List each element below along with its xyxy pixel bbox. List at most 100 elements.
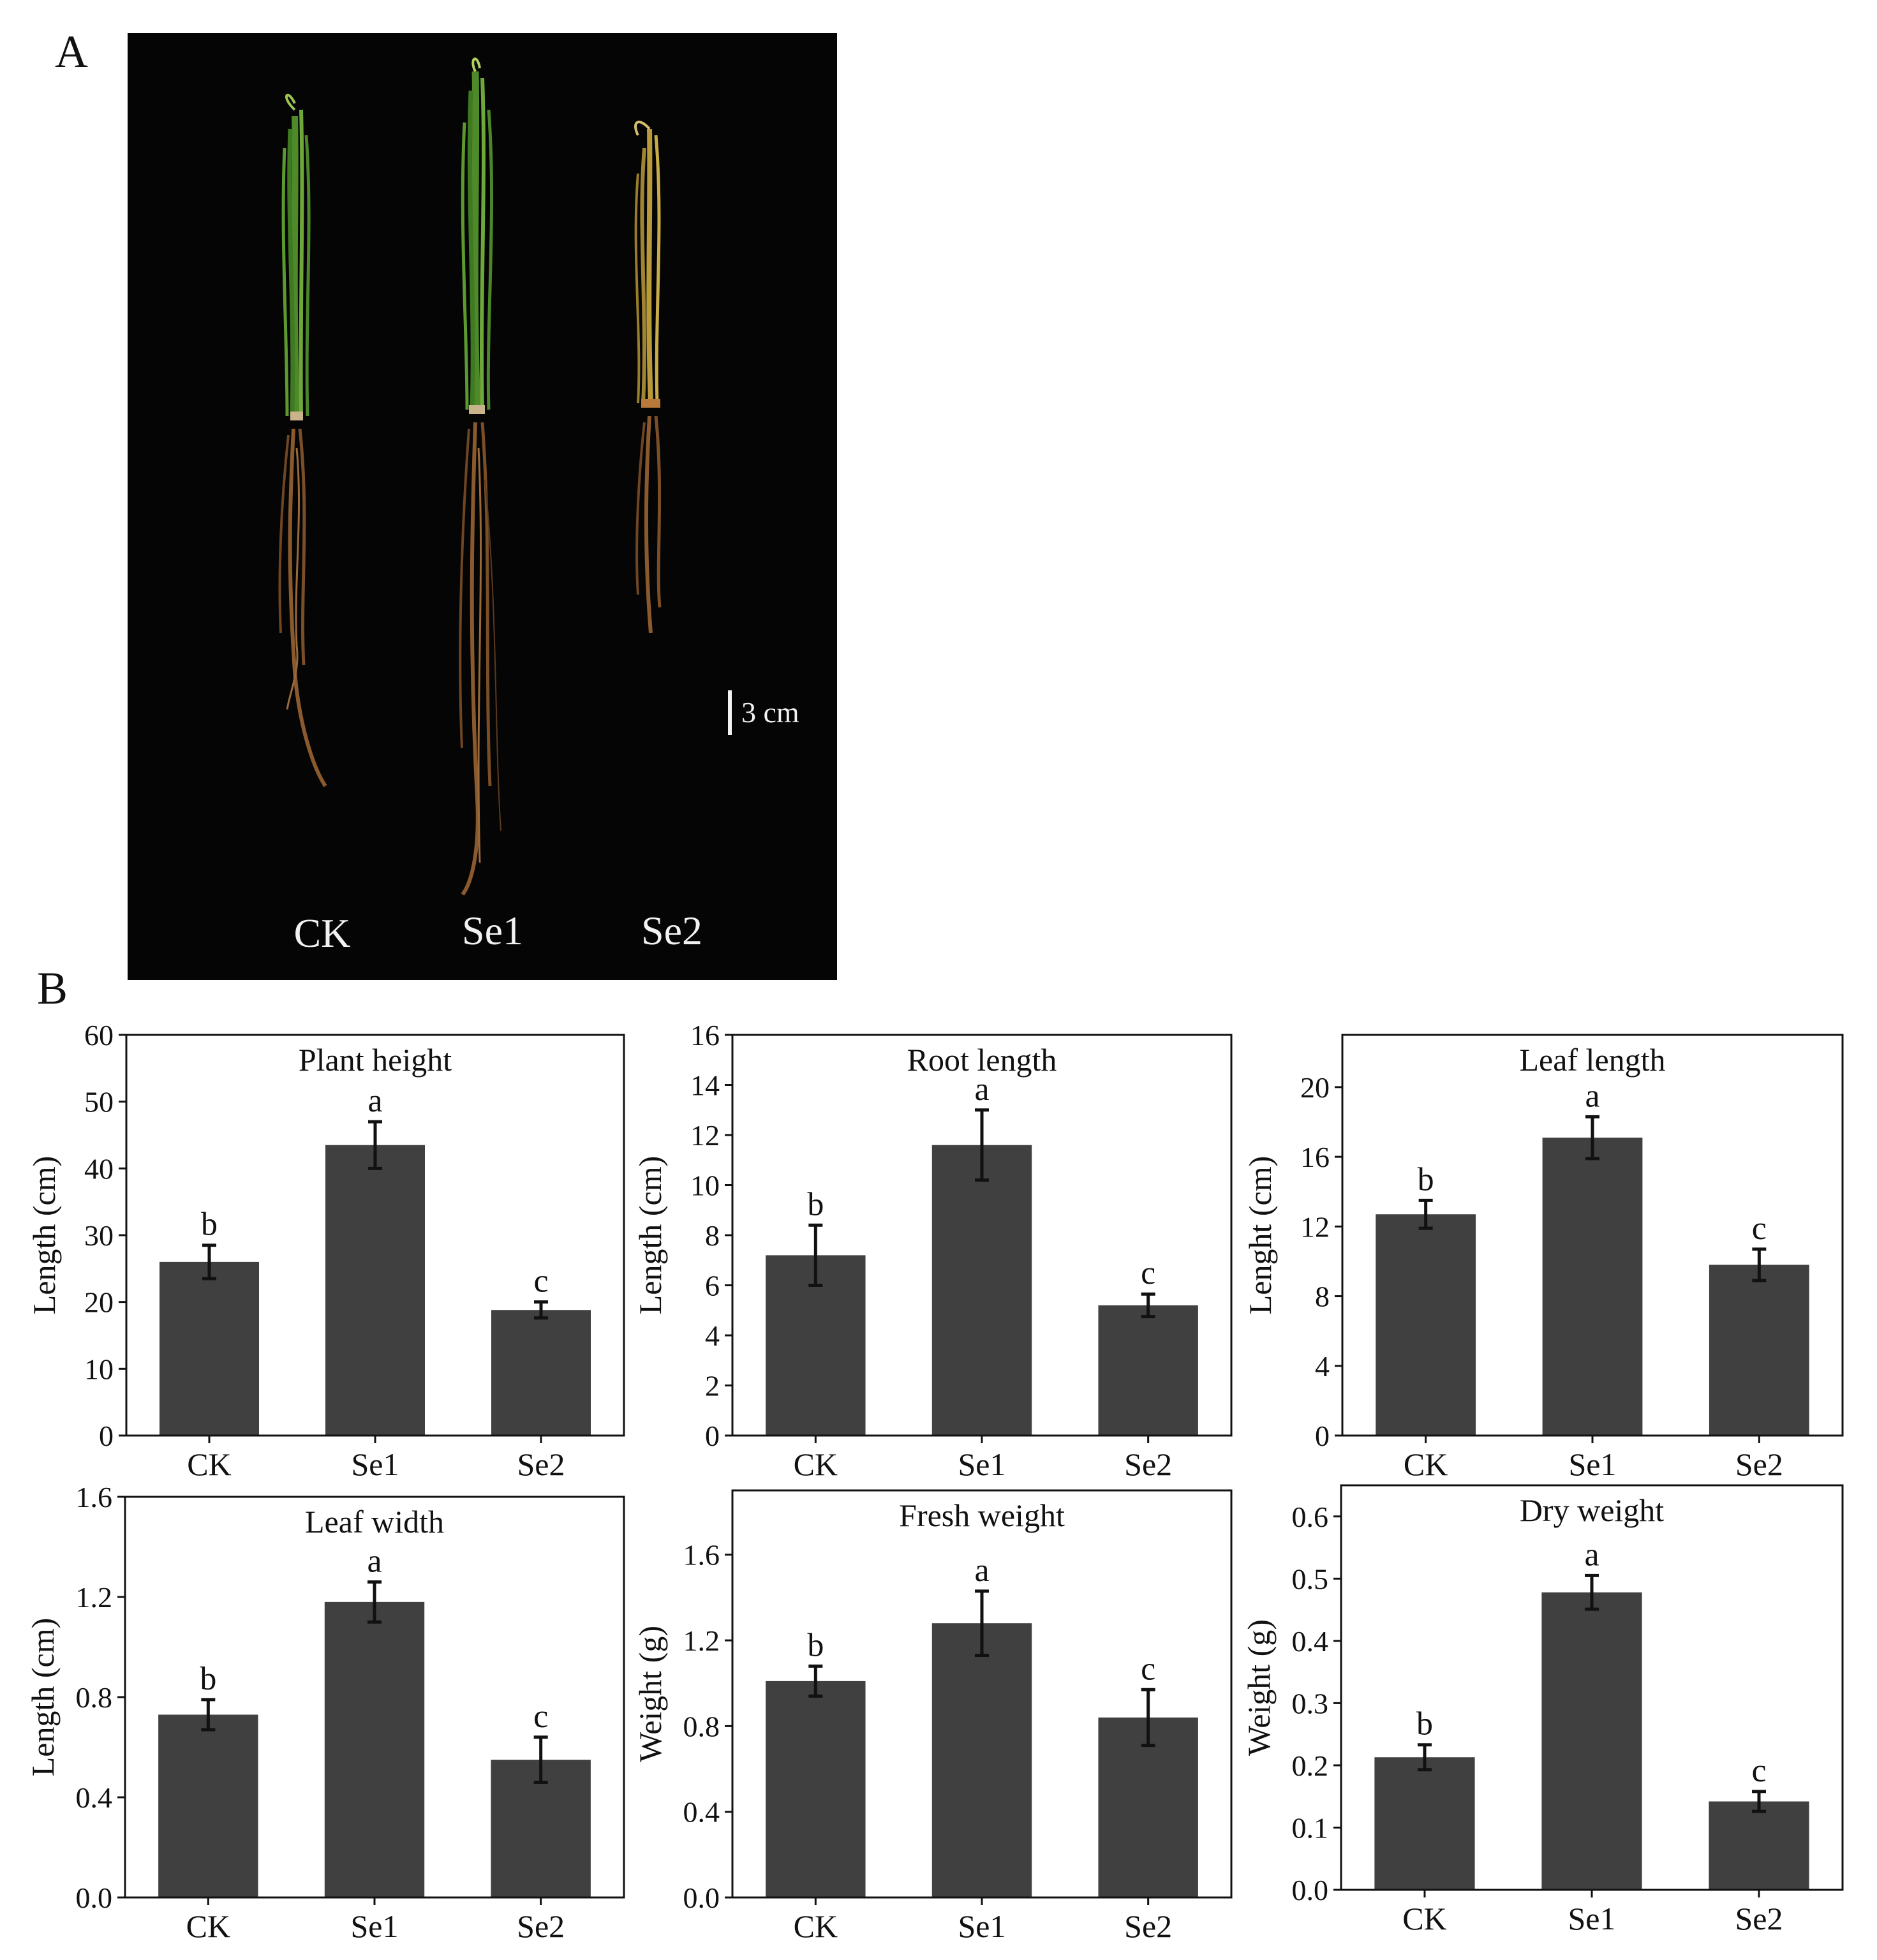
y-tick-label: 0.2 bbox=[1292, 1749, 1329, 1782]
error-bar bbox=[1585, 1115, 1599, 1161]
error-bar bbox=[1418, 1743, 1432, 1772]
chart-title: Dry weight bbox=[1520, 1492, 1664, 1528]
error-bar bbox=[808, 1664, 823, 1698]
x-tick-label: Se2 bbox=[1735, 1901, 1783, 1936]
y-tick-label: 12 bbox=[690, 1119, 720, 1152]
plot-frame bbox=[1341, 1034, 1844, 1437]
photo-label-se2: Se2 bbox=[641, 908, 702, 953]
y-tick-label: 0.4 bbox=[76, 1781, 113, 1814]
bar-se1 bbox=[1542, 1138, 1643, 1436]
significance-letter: a bbox=[367, 1083, 382, 1119]
bar-ck bbox=[1376, 1214, 1476, 1436]
significance-letter: a bbox=[1584, 1536, 1599, 1573]
significance-letter: c bbox=[1751, 1753, 1766, 1789]
bar-se2 bbox=[1709, 1265, 1809, 1436]
x-tick-label: Se2 bbox=[1124, 1446, 1172, 1482]
y-tick-label: 10 bbox=[690, 1169, 720, 1202]
significance-letter: c bbox=[1752, 1210, 1767, 1247]
bar-se1 bbox=[931, 1623, 1032, 1897]
photo-label-se1: Se1 bbox=[462, 908, 523, 953]
y-tick-label: 30 bbox=[84, 1219, 114, 1252]
significance-letter: a bbox=[367, 1543, 382, 1579]
error-bar bbox=[1418, 1198, 1433, 1230]
plot-frame bbox=[731, 1489, 1233, 1899]
chart-title: Fresh weight bbox=[899, 1497, 1065, 1533]
x-tick-label: Se1 bbox=[958, 1446, 1006, 1482]
bar-se2 bbox=[1709, 1801, 1809, 1890]
seedling-se1 bbox=[459, 57, 501, 896]
panel-b-letter: B bbox=[37, 963, 68, 1014]
y-tick-label: 4 bbox=[1315, 1350, 1330, 1383]
y-tick-label: 0.4 bbox=[1292, 1625, 1329, 1658]
significance-letter: b bbox=[200, 1661, 216, 1697]
panel-a-letter: A bbox=[55, 26, 88, 77]
y-tick-label: 50 bbox=[84, 1086, 114, 1118]
significance-letter: b bbox=[807, 1627, 824, 1663]
bar-ck bbox=[1374, 1757, 1475, 1890]
y-tick-label: 16 bbox=[690, 1019, 720, 1051]
x-tick-label: Se2 bbox=[1735, 1446, 1783, 1482]
x-tick-label: Se2 bbox=[1124, 1908, 1172, 1944]
x-tick-label: CK bbox=[1402, 1901, 1446, 1936]
y-tick-label: 1.2 bbox=[76, 1581, 113, 1614]
y-tick-label: 0 bbox=[1315, 1420, 1330, 1452]
chart-title: Root length bbox=[907, 1042, 1057, 1078]
y-axis-label: Lenght (cm) bbox=[1242, 1156, 1278, 1315]
significance-letter: c bbox=[1141, 1651, 1155, 1687]
y-tick-label: 60 bbox=[84, 1019, 114, 1051]
y-tick-label: 16 bbox=[1300, 1141, 1330, 1173]
y-tick-label: 10 bbox=[84, 1353, 114, 1385]
significance-letter: a bbox=[974, 1071, 989, 1108]
y-tick-label: 12 bbox=[1300, 1210, 1330, 1243]
significance-letter: b bbox=[1416, 1706, 1433, 1742]
bar-se2 bbox=[1098, 1305, 1198, 1436]
error-bar bbox=[202, 1244, 216, 1281]
y-tick-label: 0.5 bbox=[1292, 1563, 1329, 1595]
y-tick-label: 0.6 bbox=[1292, 1501, 1329, 1533]
bar-ck bbox=[160, 1261, 259, 1436]
seedling-illustration bbox=[278, 57, 732, 896]
x-tick-label: CK bbox=[794, 1908, 838, 1944]
y-tick-label: 0.4 bbox=[683, 1796, 720, 1829]
x-tick-label: CK bbox=[186, 1908, 230, 1944]
y-tick-label: 0.1 bbox=[1292, 1811, 1329, 1844]
seedling-photo: 3 cm CK Se1 Se2 bbox=[128, 33, 837, 980]
bar-ck bbox=[766, 1681, 866, 1897]
chart-title: Leaf width bbox=[305, 1504, 444, 1540]
y-tick-label: 20 bbox=[84, 1286, 114, 1319]
bar-se1 bbox=[931, 1145, 1032, 1436]
significance-letter: c bbox=[533, 1698, 548, 1735]
y-tick-label: 0.8 bbox=[683, 1710, 720, 1742]
significance-letter: c bbox=[533, 1263, 548, 1300]
x-tick-label: Se1 bbox=[351, 1908, 399, 1944]
x-tick-label: Se1 bbox=[352, 1446, 399, 1482]
seedling-ck bbox=[278, 94, 327, 787]
seedling-se2 bbox=[634, 121, 662, 634]
y-axis-label: Weight (g) bbox=[632, 1626, 668, 1762]
y-axis-label: Length (cm) bbox=[26, 1156, 62, 1315]
y-axis-label: Length (cm) bbox=[632, 1156, 668, 1315]
chart-title: Plant height bbox=[299, 1042, 452, 1078]
y-tick-label: 0.0 bbox=[1292, 1874, 1329, 1906]
significance-letter: a bbox=[974, 1552, 989, 1589]
y-tick-label: 0.0 bbox=[683, 1882, 720, 1914]
x-tick-label: Se2 bbox=[517, 1908, 565, 1944]
error-bar bbox=[534, 1300, 548, 1320]
error-bar bbox=[975, 1108, 989, 1182]
error-bar bbox=[808, 1223, 823, 1287]
y-tick-label: 1.6 bbox=[683, 1539, 720, 1571]
photo-label-ck: CK bbox=[293, 910, 351, 956]
significance-letter: b bbox=[807, 1186, 824, 1222]
error-bar bbox=[1141, 1292, 1155, 1319]
y-tick-label: 14 bbox=[690, 1069, 720, 1102]
error-bar bbox=[1752, 1790, 1766, 1813]
y-tick-label: 2 bbox=[705, 1370, 720, 1402]
y-tick-label: 8 bbox=[705, 1219, 720, 1252]
scale-bar-label: 3 cm bbox=[741, 696, 799, 729]
chart-title: Leaf length bbox=[1519, 1042, 1665, 1078]
significance-letter: c bbox=[1141, 1255, 1155, 1291]
